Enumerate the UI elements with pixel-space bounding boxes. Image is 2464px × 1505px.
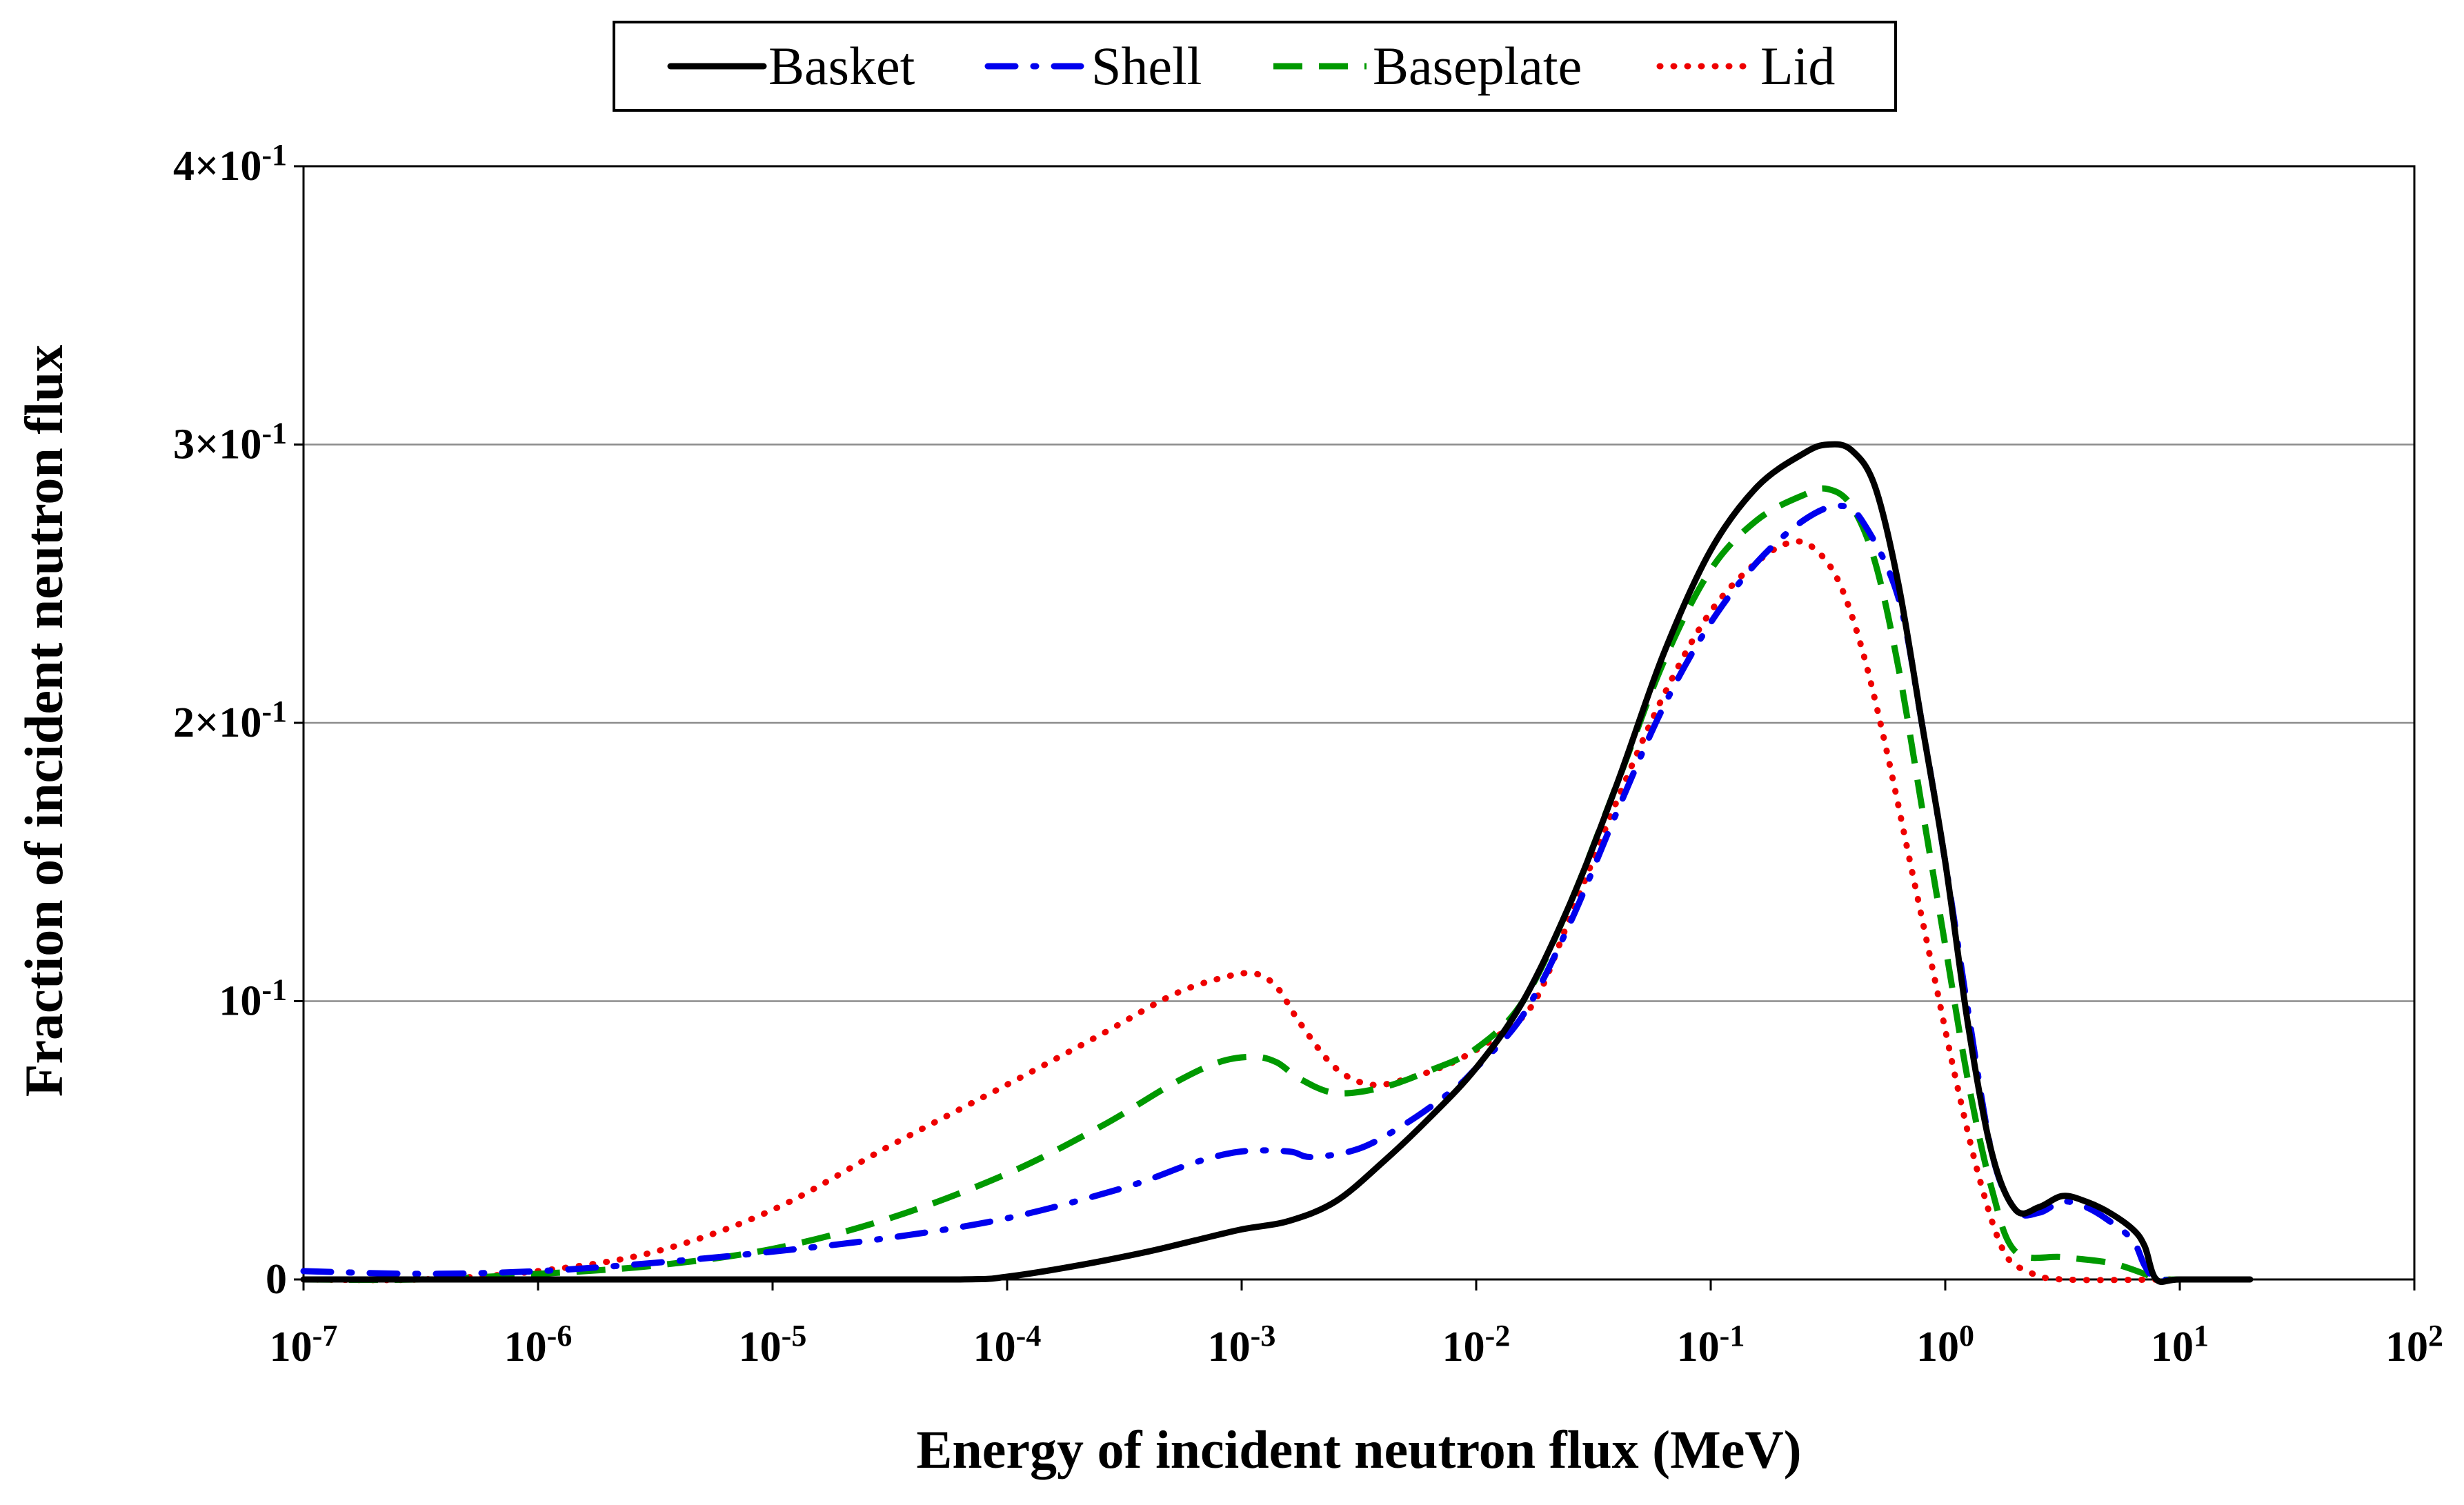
x-tick-label: 10-6 bbox=[504, 1319, 573, 1371]
y-tick-label: 4×10-1 bbox=[173, 138, 287, 190]
x-axis-ticks: 10-7 10-6 10-5 10-4 10-3 10-2 10-1 100 101 102 bbox=[270, 1279, 2443, 1371]
grid-lines bbox=[304, 443, 2414, 1002]
tick-label-base: 10 bbox=[219, 978, 261, 1025]
series-line-basket bbox=[300, 441, 2254, 1286]
tick-label-exponent: -1 bbox=[261, 138, 287, 172]
y-tick-label: 3×10-1 bbox=[173, 417, 287, 468]
x-tick-label: 100 bbox=[1916, 1319, 1974, 1371]
series-line-shell bbox=[300, 502, 2254, 1284]
tick-label-exponent: -1 bbox=[261, 417, 287, 450]
x-tick-label: 101 bbox=[2151, 1319, 2209, 1371]
tick-label-exponent: -1 bbox=[1720, 1319, 1745, 1353]
y-tick-label: 2×10-1 bbox=[173, 695, 287, 746]
tick-label-base: 10 bbox=[1208, 1324, 1251, 1371]
tick-label-base: 0 bbox=[266, 1256, 287, 1303]
tick-label-base: 10 bbox=[973, 1324, 1016, 1371]
tick-label-base: 10 bbox=[2385, 1324, 2428, 1371]
tick-label-exponent: -3 bbox=[1251, 1319, 1276, 1353]
tick-label-base: 10 bbox=[2151, 1324, 2194, 1371]
tick-label-exponent: -7 bbox=[312, 1319, 338, 1353]
tick-label-base: 2×10 bbox=[173, 699, 261, 746]
tick-label-base: 10 bbox=[739, 1324, 782, 1371]
x-tick-label: 10-7 bbox=[270, 1319, 338, 1371]
y-tick-label: 0 bbox=[266, 1256, 287, 1303]
series-lines bbox=[300, 441, 2254, 1286]
legend-label-lid: Lid bbox=[1760, 36, 1835, 96]
legend-label-baseplate: Baseplate bbox=[1373, 36, 1582, 96]
tick-label-base: 10 bbox=[1677, 1324, 1720, 1371]
tick-label-base: 10 bbox=[1442, 1324, 1485, 1371]
tick-label-base: 10 bbox=[504, 1324, 547, 1371]
x-tick-label: 10-2 bbox=[1442, 1319, 1511, 1371]
y-axis-label: Fraction of incident neutron flux bbox=[14, 345, 74, 1097]
legend-label-shell: Shell bbox=[1091, 36, 1202, 96]
tick-label-base: 4×10 bbox=[173, 143, 261, 190]
tick-label-base: 10 bbox=[1916, 1324, 1959, 1371]
x-tick-label: 10-4 bbox=[973, 1319, 1042, 1371]
tick-label-exponent: -5 bbox=[782, 1319, 807, 1353]
tick-label-exponent: -2 bbox=[1485, 1319, 1511, 1353]
tick-label-base: 3×10 bbox=[173, 421, 261, 468]
x-axis-label: Energy of incident neutron flux (MeV) bbox=[916, 1419, 1801, 1479]
tick-label-exponent: -1 bbox=[261, 695, 287, 728]
y-axis-ticks: 010-12×10-13×10-14×10-1 bbox=[173, 138, 304, 1303]
legend: Basket Shell Baseplate Lid bbox=[613, 21, 1897, 112]
tick-label-exponent: 0 bbox=[1959, 1319, 1974, 1353]
y-tick-label: 10-1 bbox=[219, 973, 287, 1025]
tick-label-exponent: 1 bbox=[2194, 1319, 2209, 1353]
x-tick-label: 102 bbox=[2385, 1319, 2443, 1371]
tick-label-exponent: 2 bbox=[2428, 1319, 2443, 1353]
x-tick-label: 10-3 bbox=[1208, 1319, 1276, 1371]
tick-label-exponent: -4 bbox=[1016, 1319, 1042, 1353]
tick-label-exponent: -1 bbox=[261, 973, 287, 1007]
legend-label-basket: Basket bbox=[768, 36, 915, 96]
x-tick-label: 10-5 bbox=[739, 1319, 807, 1371]
legend-box bbox=[613, 21, 1897, 112]
x-tick-label: 10-1 bbox=[1677, 1319, 1745, 1371]
tick-label-base: 10 bbox=[270, 1324, 312, 1371]
tick-label-exponent: -6 bbox=[547, 1319, 573, 1353]
